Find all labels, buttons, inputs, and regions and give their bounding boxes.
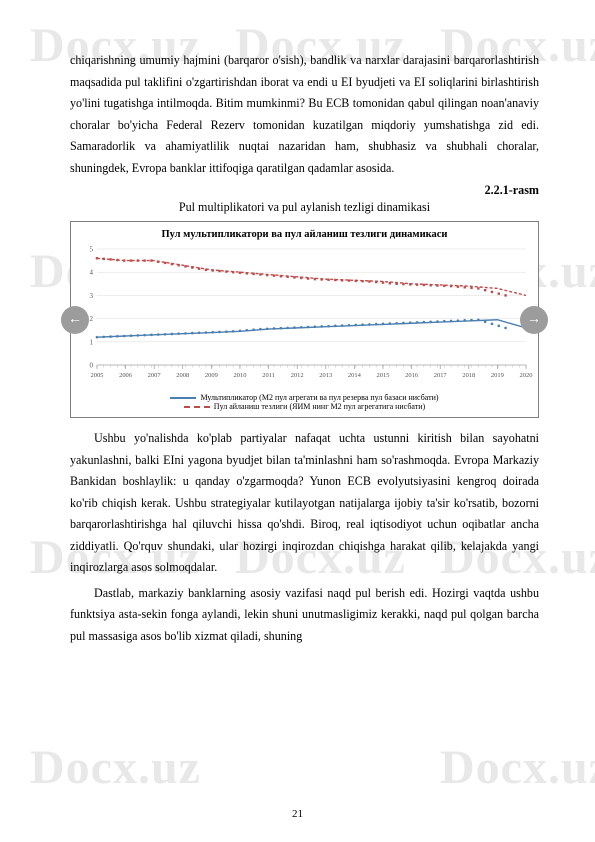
svg-text:2018: 2018 [462,372,475,379]
svg-text:2007: 2007 [148,372,162,379]
carousel-prev-button[interactable]: ← [61,306,89,334]
chart-legend: Мультипликатор (М2 пул агрегати ва пул р… [75,391,534,413]
svg-text:2006: 2006 [119,372,133,379]
svg-text:2005: 2005 [90,372,103,379]
arrow-right-icon: → [527,312,541,328]
legend-item-dash: Пул айланиш тезлиги (ЯИМ нинг М2 пул агр… [184,402,425,411]
svg-text:2009: 2009 [205,372,218,379]
page-number: 21 [0,808,595,820]
arrow-left-icon: ← [68,312,82,328]
paragraph-1: chiqarishning umumiy hajmini (barqaror o… [70,50,539,179]
svg-text:2014: 2014 [348,372,362,379]
chart-container: ← → Пул мультипликатори ва пул айланиш т… [70,221,539,418]
chart-title: Пул мультипликатори ва пул айланиш тезли… [75,226,534,243]
svg-text:2020: 2020 [520,372,533,379]
svg-text:0: 0 [89,362,93,370]
legend-swatch-dash [184,406,210,408]
svg-text:2019: 2019 [491,372,504,379]
svg-text:2013: 2013 [319,372,332,379]
page-content: chiqarishning umumiy hajmini (barqaror o… [0,0,595,681]
svg-text:4: 4 [89,269,93,277]
legend-label-solid: Мультипликатор (М2 пул агрегати ва пул р… [200,393,438,402]
figure-title: Pul multiplikatori va pul aylanish tezli… [70,200,539,215]
chart-svg: 0 1 2 3 4 5 2005 2006 2007 2008 2009 2010 2011 2012 20… [75,243,534,391]
svg-text:3: 3 [89,292,93,300]
paragraph-3: Dastlab, markaziy banklarning asosiy vaz… [70,583,539,648]
watermark: Docx.uz [440,740,595,795]
legend-label-dash: Пул айланиш тезлиги (ЯИМ нинг М2 пул агр… [214,402,425,411]
svg-text:2017: 2017 [434,372,448,379]
svg-text:2010: 2010 [233,372,246,379]
svg-text:2015: 2015 [377,372,390,379]
svg-text:5: 5 [89,246,93,254]
figure-number: 2.2.1-rasm [70,183,539,198]
svg-text:2011: 2011 [262,372,275,379]
svg-text:1: 1 [89,338,93,346]
carousel-next-button[interactable]: → [520,306,548,334]
svg-text:2008: 2008 [176,372,189,379]
svg-text:2016: 2016 [405,372,419,379]
svg-text:2: 2 [89,315,93,323]
paragraph-2: Ushbu yo'nalishda ko'plab partiyalar naf… [70,428,539,579]
legend-item-solid: Мультипликатор (М2 пул агрегати ва пул р… [170,393,438,402]
chart-plot-area: 0 1 2 3 4 5 2005 2006 2007 2008 2009 2010 2011 2012 20… [75,243,534,391]
watermark: Docx.uz [30,740,201,795]
svg-text:2012: 2012 [291,372,304,379]
legend-swatch-solid [170,397,196,399]
